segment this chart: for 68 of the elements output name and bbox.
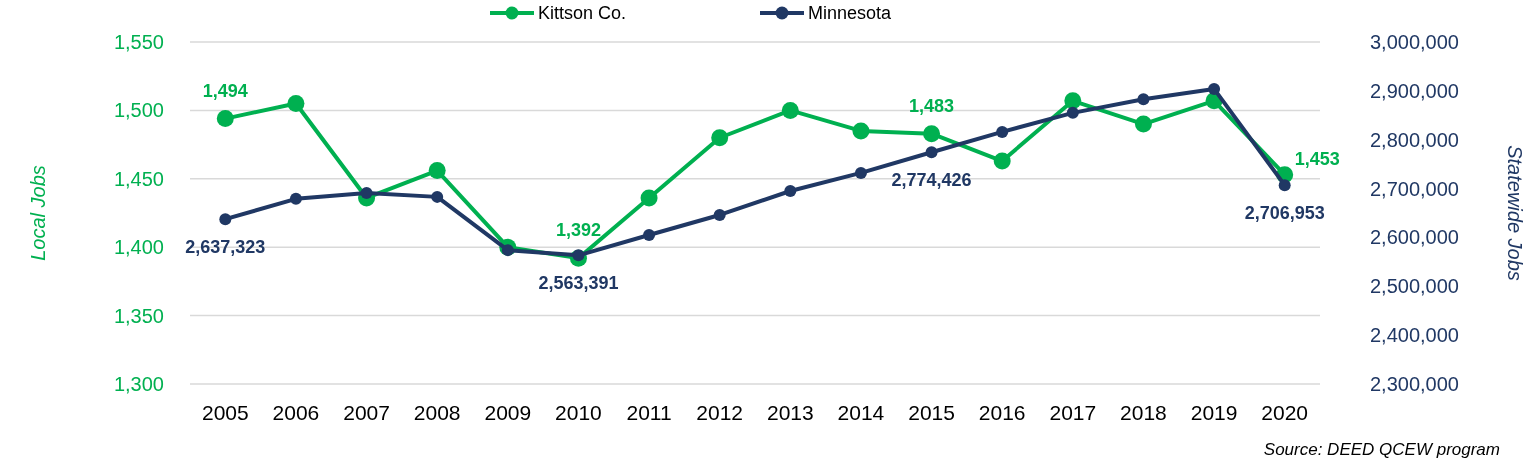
- point: [216, 110, 234, 128]
- x-tick-label: 2012: [696, 401, 744, 424]
- y2-axis-title: Statewide Jobs: [1504, 145, 1526, 281]
- x-tick-label: 2005: [201, 401, 249, 424]
- point: [713, 208, 726, 221]
- y2-tick-label: 2,600,000: [1370, 226, 1459, 249]
- y-tick-label: 1,500: [113, 99, 164, 122]
- point: [287, 95, 305, 113]
- data-label: 2,637,323: [185, 237, 266, 258]
- point: [428, 162, 446, 180]
- point: [643, 228, 656, 241]
- data-label: 2,563,391: [538, 273, 619, 294]
- y2-tick-label: 2,400,000: [1370, 324, 1459, 347]
- y2-tick-label: 2,800,000: [1370, 128, 1459, 151]
- y-tick-label: 1,300: [113, 373, 164, 395]
- data-label: 1,392: [555, 220, 601, 241]
- data-label: 1,453: [1294, 148, 1340, 169]
- point: [1064, 92, 1082, 110]
- y-tick-label: 1,450: [113, 167, 164, 190]
- legend-label: Kittson Co.: [538, 3, 627, 24]
- point: [784, 185, 797, 198]
- x-tick-label: 2006: [272, 401, 320, 424]
- y-tick-label: 1,400: [113, 236, 164, 259]
- y2-tick-label: 2,700,000: [1370, 177, 1459, 200]
- x-tick-label: 2007: [343, 401, 390, 424]
- legend-label: Minnesota: [808, 3, 893, 24]
- y2-tick-label: 2,500,000: [1370, 275, 1459, 298]
- x-tick-label: 2020: [1261, 401, 1309, 424]
- y-tick-label: 1,550: [113, 31, 164, 53]
- x-tick-label: 2015: [908, 401, 955, 424]
- point: [289, 192, 302, 205]
- point: [781, 101, 799, 119]
- point: [854, 166, 867, 179]
- point: [1137, 93, 1150, 106]
- point: [1278, 179, 1291, 192]
- point: [1208, 82, 1221, 95]
- point: [923, 125, 941, 143]
- point: [852, 122, 870, 140]
- y2-tick-label: 3,000,000: [1370, 31, 1459, 53]
- x-tick-label: 2016: [978, 401, 1026, 424]
- data-label: 2,774,426: [891, 170, 972, 191]
- point: [1134, 115, 1152, 133]
- data-label: 1,494: [202, 80, 248, 101]
- y-tick-label: 1,350: [113, 304, 164, 327]
- point: [219, 213, 232, 226]
- x-tick-label: 2019: [1190, 401, 1238, 424]
- x-tick-label: 2010: [555, 401, 602, 424]
- y2-tick-label: 2,300,000: [1370, 373, 1459, 395]
- point: [711, 129, 729, 147]
- data-label: 2,706,953: [1244, 203, 1325, 224]
- x-tick-label: 2017: [1049, 401, 1097, 424]
- data-label: 1,483: [909, 95, 955, 116]
- source-note: Source: DEED QCEW program: [1263, 440, 1500, 459]
- x-tick-label: 2008: [413, 401, 461, 424]
- point: [993, 152, 1011, 170]
- y2-tick-label: 2,900,000: [1370, 79, 1459, 102]
- point: [925, 146, 938, 159]
- point: [1066, 106, 1079, 119]
- point: [431, 190, 444, 203]
- point: [640, 189, 658, 207]
- x-tick-label: 2014: [837, 401, 885, 424]
- x-tick-label: 2011: [626, 401, 672, 424]
- x-tick-label: 2009: [484, 401, 532, 424]
- point: [996, 125, 1009, 138]
- point: [360, 186, 373, 199]
- y-axis-title: Local Jobs: [27, 165, 49, 261]
- x-tick-label: 2013: [766, 401, 814, 424]
- x-tick-label: 2018: [1120, 401, 1167, 424]
